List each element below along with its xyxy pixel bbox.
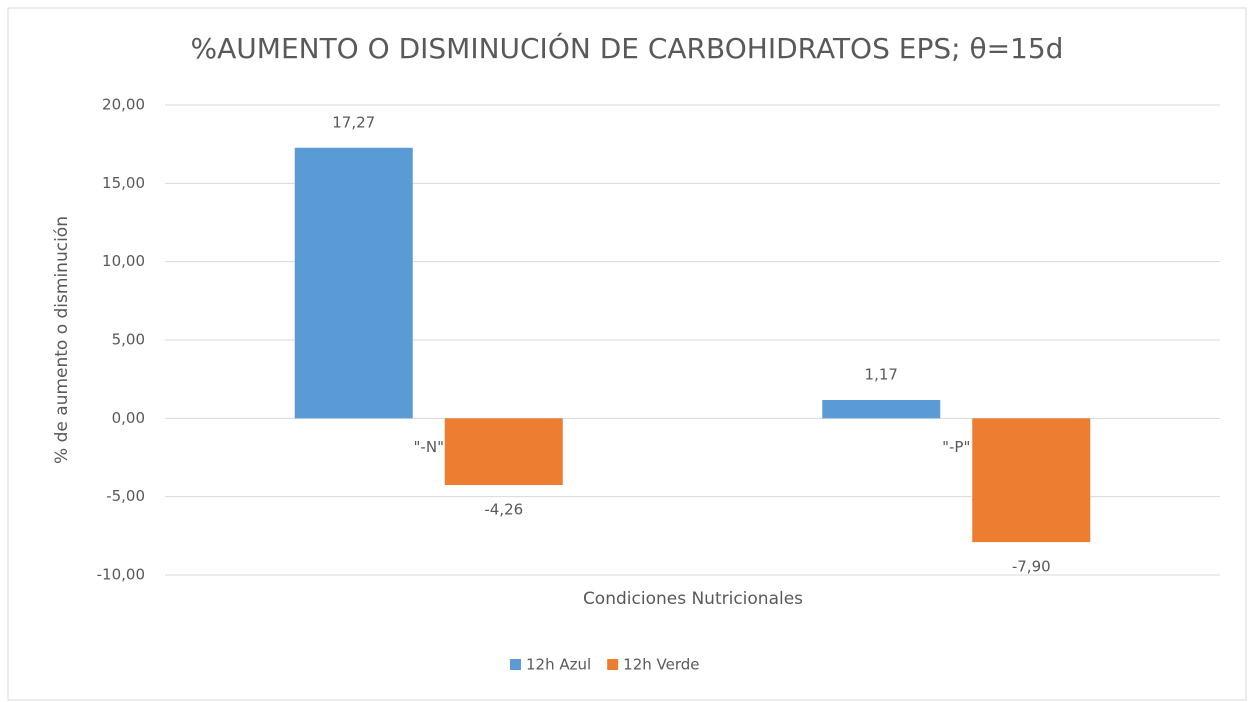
bar — [444, 418, 563, 486]
data-label: 1,17 — [865, 366, 898, 384]
legend-swatch — [510, 659, 521, 670]
y-tick-label: 20,00 — [102, 96, 145, 114]
data-label: -4,26 — [484, 501, 523, 519]
y-tick-label: -10,00 — [97, 566, 145, 584]
y-tick-label: 0,00 — [112, 409, 145, 427]
legend-label: 12h Verde — [623, 656, 699, 674]
legend-label: 12h Azul — [526, 656, 591, 674]
data-label: -7,90 — [1012, 558, 1051, 576]
x-tick-label: "-P" — [942, 438, 970, 456]
bar — [822, 400, 941, 419]
legend-swatch — [607, 659, 619, 670]
chart-title: %AUMENTO O DISMINUCIÓN DE CARBOHIDRATOS … — [191, 31, 1064, 65]
data-label: 17,27 — [332, 113, 375, 131]
x-axis-title: Condiciones Nutricionales — [583, 589, 803, 609]
y-tick-label: 5,00 — [112, 331, 145, 349]
y-tick-label: -5,00 — [106, 487, 145, 505]
y-axis-title: % de aumento o disminución — [52, 216, 72, 464]
y-tick-label: 10,00 — [102, 252, 145, 270]
x-tick-label: "-N" — [414, 438, 444, 456]
bar — [294, 147, 413, 419]
chart-frame — [7, 7, 1247, 701]
bar — [972, 418, 1091, 543]
y-tick-label: 15,00 — [102, 174, 145, 192]
